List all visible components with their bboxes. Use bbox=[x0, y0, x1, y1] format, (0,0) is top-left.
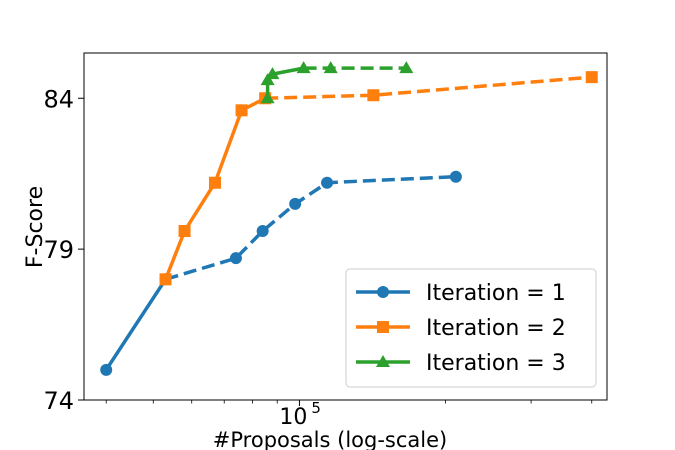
series-2-point-3 bbox=[235, 104, 248, 117]
series-3-point-0 bbox=[260, 91, 275, 104]
legend-items: Iteration = 1 Iteration = 2 Iteration = 3 bbox=[356, 281, 566, 376]
legend-label-3: Iteration = 3 bbox=[426, 351, 566, 376]
series-3-point-1 bbox=[260, 73, 275, 86]
series-2-point-0 bbox=[159, 273, 172, 286]
series-3-point-6 bbox=[399, 61, 414, 74]
y-tick-label-79: 79 bbox=[43, 236, 74, 264]
legend-label-1: Iteration = 1 bbox=[426, 281, 566, 306]
legend-marker-1 bbox=[377, 286, 389, 298]
x-axis-label: #Proposals (log-scale) bbox=[213, 428, 447, 450]
series-1-point-3 bbox=[229, 252, 242, 265]
series-2-point-7 bbox=[585, 71, 598, 84]
legend-box bbox=[345, 268, 597, 388]
series-2-point-1 bbox=[178, 225, 191, 238]
series-1-dashed-line bbox=[165, 174, 456, 281]
legend-marker-3 bbox=[376, 355, 390, 367]
axis-ticks: 74 79 84 10 5 bbox=[43, 85, 593, 430]
series-3 bbox=[260, 61, 414, 104]
legend-label-2: Iteration = 2 bbox=[426, 316, 566, 341]
series-1-point-6 bbox=[321, 176, 334, 189]
x-tick-label-exponent: 5 bbox=[311, 399, 321, 417]
y-tick-label-74: 74 bbox=[43, 387, 74, 415]
series-3-point-5 bbox=[323, 61, 338, 74]
y-tick-label-84: 84 bbox=[43, 85, 74, 113]
x-tick-label: 10 bbox=[279, 405, 307, 430]
chart-marks bbox=[100, 61, 598, 376]
series-3-point-2 bbox=[265, 67, 280, 80]
series-1-point-5 bbox=[289, 197, 302, 210]
series-1-point-0 bbox=[100, 363, 113, 376]
series-1-point-7 bbox=[449, 170, 462, 183]
y-axis-label: F-Score bbox=[23, 186, 48, 268]
series-1-point-4 bbox=[256, 225, 269, 238]
series-2-point-2 bbox=[208, 176, 221, 189]
series-3-point-3 bbox=[296, 61, 311, 74]
legend-marker-2 bbox=[377, 321, 389, 333]
plot-frame bbox=[83, 52, 608, 401]
series-2 bbox=[159, 71, 598, 286]
series-2-dashed-line bbox=[265, 75, 592, 101]
series-2-point-6 bbox=[367, 89, 380, 102]
series-2-solid-line bbox=[163, 96, 267, 282]
legend: Iteration = 1 Iteration = 2 Iteration = 3 bbox=[345, 268, 597, 388]
series-1-solid-line bbox=[104, 277, 168, 372]
